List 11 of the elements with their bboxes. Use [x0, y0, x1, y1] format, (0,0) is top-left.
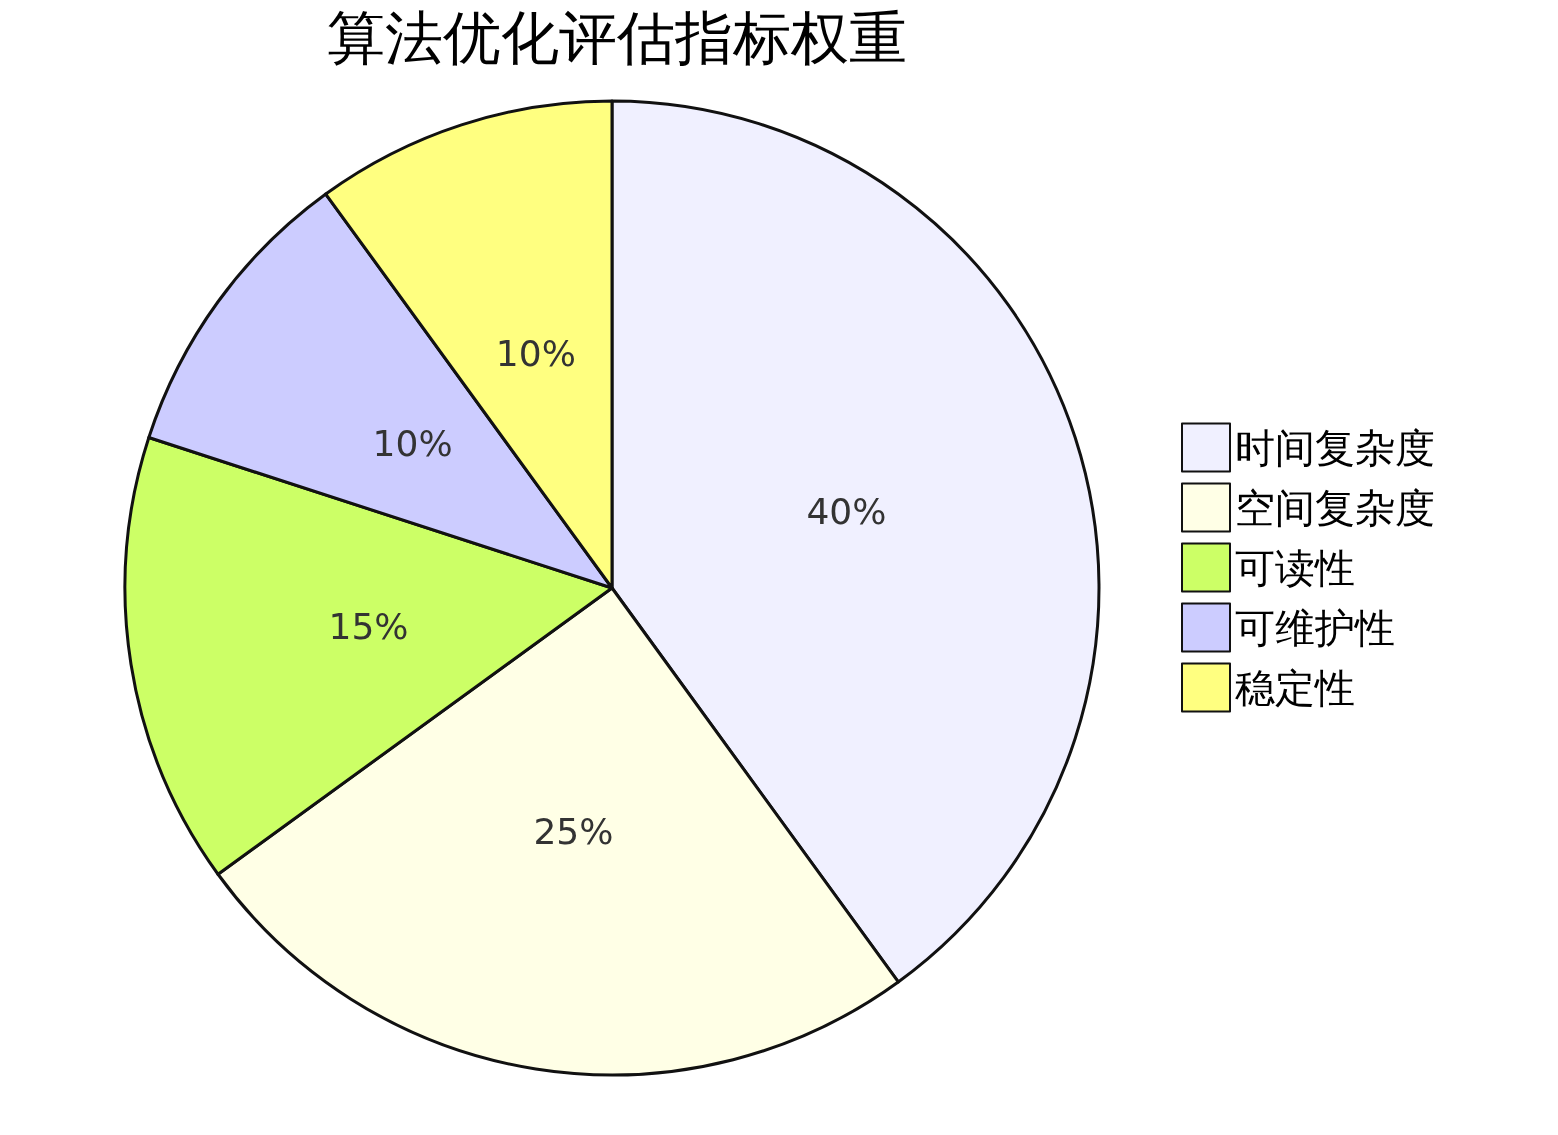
chart-title: 算法优化评估指标权重	[327, 4, 907, 72]
data-label: 10%	[495, 333, 576, 375]
legend-label: 可读性	[1235, 544, 1355, 591]
data-label: 40%	[806, 491, 887, 533]
legend-label: 可维护性	[1235, 604, 1395, 651]
legend-label: 稳定性	[1235, 664, 1355, 711]
data-label: 25%	[533, 810, 614, 852]
legend-label: 时间复杂度	[1235, 424, 1435, 471]
data-label: 10%	[372, 422, 453, 464]
legend-label: 空间复杂度	[1235, 484, 1435, 531]
data-label: 15%	[328, 606, 409, 648]
